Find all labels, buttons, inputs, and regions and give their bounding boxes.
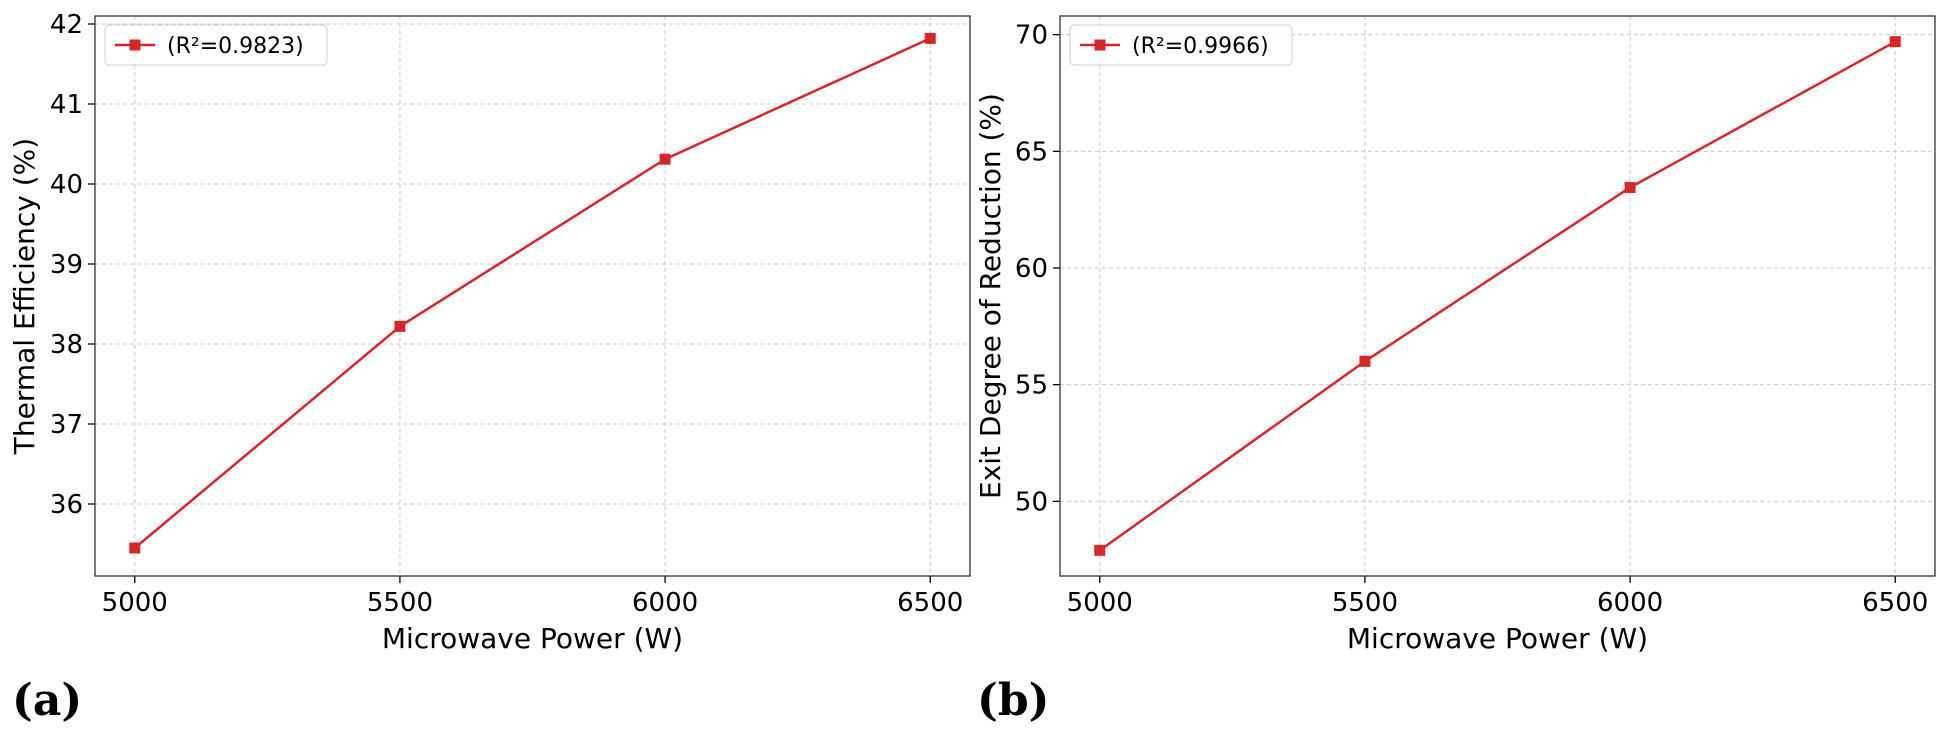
- y-tick-label: 60: [1015, 254, 1048, 284]
- x-tick-label: 5000: [102, 588, 168, 618]
- data-point: [924, 32, 936, 44]
- data-point: [1889, 36, 1901, 48]
- y-tick-label: 36: [50, 490, 83, 520]
- legend: (R²=0.9966): [1069, 24, 1293, 66]
- plot-frame: [94, 15, 971, 577]
- legend-box: [1069, 24, 1293, 66]
- panel-label: (a): [12, 675, 82, 726]
- x-tick-label: 6500: [897, 588, 963, 618]
- x-axis-label: Microwave Power (W): [1347, 622, 1648, 655]
- y-tick-label: 70: [1015, 21, 1048, 51]
- panel-label: (b): [977, 675, 1049, 726]
- data-point: [1359, 355, 1371, 367]
- legend-box: [104, 24, 328, 66]
- y-tick-label: 65: [1015, 137, 1048, 167]
- legend: (R²=0.9823): [104, 24, 328, 66]
- data-point: [394, 320, 406, 332]
- y-tick-label: 40: [50, 170, 83, 200]
- y-tick-label: 41: [50, 90, 83, 120]
- legend-label: (R²=0.9823): [167, 34, 304, 59]
- y-tick-label: 38: [50, 330, 83, 360]
- legend-label: (R²=0.9966): [1132, 34, 1269, 59]
- legend-marker: [1094, 39, 1106, 51]
- y-tick-label: 37: [50, 410, 83, 440]
- y-axis-label: Thermal Efficiency (%): [8, 138, 41, 455]
- data-point: [659, 153, 671, 165]
- y-tick-label: 39: [50, 250, 83, 280]
- grid: [95, 16, 970, 576]
- x-tick-label: 6500: [1862, 588, 1928, 618]
- x-tick-label: 5000: [1067, 588, 1133, 618]
- data-point: [1094, 544, 1106, 556]
- x-axis-label: Microwave Power (W): [382, 622, 683, 655]
- chart-panel-a: 5000 5500 6000 6500 36 37 38 39 40 41 42 Microwave …: [8, 10, 971, 726]
- legend-marker: [129, 39, 141, 51]
- series-line: [1099, 40, 1896, 552]
- data-point: [129, 542, 141, 554]
- series-line: [133, 37, 931, 549]
- data-point: [1624, 182, 1636, 193]
- y-tick-label: 55: [1015, 371, 1048, 401]
- grid: [1060, 16, 1935, 576]
- plot-frame: [1059, 15, 1936, 577]
- y-tick-label: 50: [1015, 487, 1048, 517]
- x-tick-label: 5500: [1332, 588, 1398, 618]
- y-axis-label: Exit Degree of Reduction (%): [974, 93, 1007, 499]
- x-tick-label: 5500: [367, 588, 433, 618]
- x-tick-label: 6000: [1597, 588, 1663, 618]
- chart-panel-b: 5000 5500 6000 6500 50 55 60 65 70 Microwave Powe…: [974, 15, 1936, 726]
- y-tick-label: 42: [50, 10, 83, 40]
- x-tick-label: 6000: [632, 588, 698, 618]
